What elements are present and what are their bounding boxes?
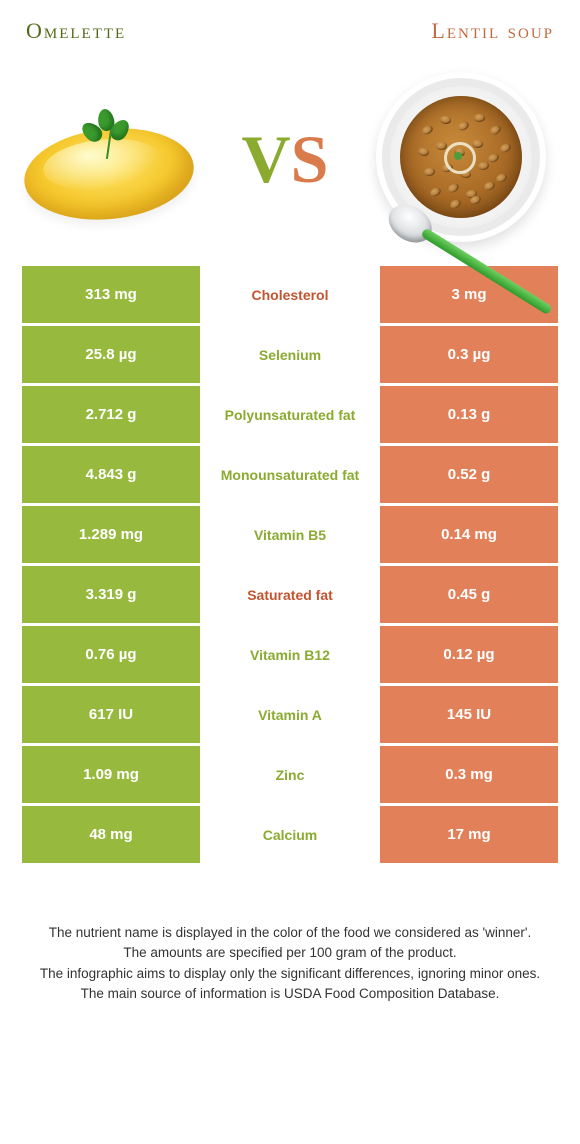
table-row: 1.289 mgVitamin B50.14 mg — [22, 506, 558, 563]
value-food-a: 313 mg — [22, 266, 200, 323]
value-food-b: 0.45 g — [380, 566, 558, 623]
table-row: 1.09 mgZinc0.3 mg — [22, 746, 558, 803]
value-food-b: 0.3 µg — [380, 326, 558, 383]
value-food-b: 17 mg — [380, 806, 558, 863]
vs-label: VS — [242, 125, 329, 193]
footer-line: The main source of information is USDA F… — [32, 984, 548, 1004]
hero-row: VS — [22, 54, 558, 264]
title-row: Omelette Lentil soup — [22, 18, 558, 54]
footer-notes: The nutrient name is displayed in the co… — [22, 923, 558, 1004]
value-food-a: 617 IU — [22, 686, 200, 743]
food-a-title: Omelette — [26, 18, 126, 44]
vs-left-char: V — [242, 121, 291, 197]
value-food-b: 0.3 mg — [380, 746, 558, 803]
value-food-a: 1.289 mg — [22, 506, 200, 563]
footer-line: The amounts are specified per 100 gram o… — [32, 943, 548, 963]
nutrient-name: Vitamin B12 — [202, 626, 378, 683]
table-row: 25.8 µgSelenium0.3 µg — [22, 326, 558, 383]
value-food-a: 25.8 µg — [22, 326, 200, 383]
value-food-a: 4.843 g — [22, 446, 200, 503]
value-food-b: 0.14 mg — [380, 506, 558, 563]
value-food-a: 3.319 g — [22, 566, 200, 623]
value-food-b: 145 IU — [380, 686, 558, 743]
table-row: 0.76 µgVitamin B120.12 µg — [22, 626, 558, 683]
lentil-soup-image — [366, 64, 556, 254]
omelette-image — [24, 79, 204, 239]
value-food-a: 1.09 mg — [22, 746, 200, 803]
nutrient-name: Monounsaturated fat — [202, 446, 378, 503]
nutrient-name: Vitamin A — [202, 686, 378, 743]
footer-line: The infographic aims to display only the… — [32, 964, 548, 984]
nutrient-name: Vitamin B5 — [202, 506, 378, 563]
nutrient-name: Cholesterol — [202, 266, 378, 323]
footer-line: The nutrient name is displayed in the co… — [32, 923, 548, 943]
nutrient-name: Calcium — [202, 806, 378, 863]
nutrient-name: Selenium — [202, 326, 378, 383]
table-row: 48 mgCalcium17 mg — [22, 806, 558, 863]
table-row: 617 IUVitamin A145 IU — [22, 686, 558, 743]
nutrient-name: Saturated fat — [202, 566, 378, 623]
table-row: 2.712 gPolyunsaturated fat0.13 g — [22, 386, 558, 443]
value-food-b: 0.12 µg — [380, 626, 558, 683]
food-b-title: Lentil soup — [431, 18, 554, 44]
value-food-a: 0.76 µg — [22, 626, 200, 683]
value-food-a: 2.712 g — [22, 386, 200, 443]
table-row: 4.843 gMonounsaturated fat0.52 g — [22, 446, 558, 503]
value-food-b: 0.13 g — [380, 386, 558, 443]
value-food-a: 48 mg — [22, 806, 200, 863]
nutrient-name: Polyunsaturated fat — [202, 386, 378, 443]
vs-right-char: S — [291, 121, 329, 197]
table-row: 3.319 gSaturated fat0.45 g — [22, 566, 558, 623]
comparison-table: 313 mgCholesterol3 mg25.8 µgSelenium0.3 … — [22, 266, 558, 863]
nutrient-name: Zinc — [202, 746, 378, 803]
value-food-b: 0.52 g — [380, 446, 558, 503]
